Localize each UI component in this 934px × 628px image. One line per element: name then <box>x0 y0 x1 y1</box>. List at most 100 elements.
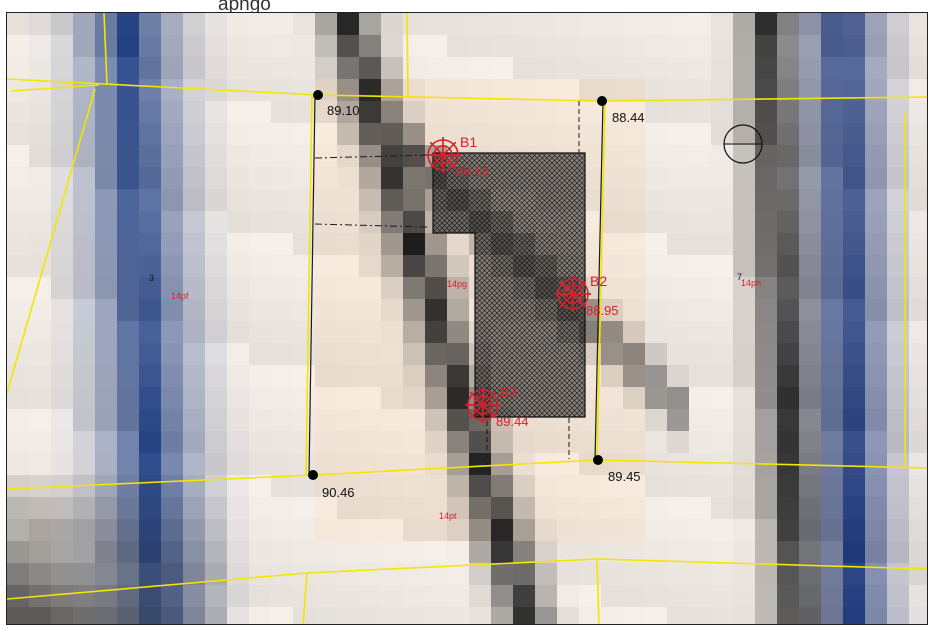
raster-tile <box>689 585 711 607</box>
borehole-b2[interactable]: B2 88.95 <box>555 273 619 318</box>
raster-tile <box>623 255 645 277</box>
raster-tile <box>601 13 623 35</box>
raster-tile <box>777 145 799 167</box>
raster-tile <box>689 35 711 57</box>
raster-tile <box>249 101 271 123</box>
raster-tile <box>755 211 777 233</box>
raster-tile <box>73 13 95 35</box>
raster-tile <box>711 519 733 541</box>
raster-tile <box>755 167 777 189</box>
raster-tile <box>227 409 249 431</box>
raster-tile <box>865 79 887 101</box>
raster-tile <box>777 189 799 211</box>
raster-tile <box>579 101 601 123</box>
raster-tile <box>425 277 447 299</box>
raster-tile <box>579 519 601 541</box>
raster-tile <box>7 431 29 453</box>
raster-tile <box>249 519 271 541</box>
raster-tile <box>557 541 579 563</box>
raster-tile <box>161 35 183 57</box>
survey-point-icon <box>597 96 607 106</box>
raster-tile <box>865 233 887 255</box>
raster-tile <box>95 277 117 299</box>
raster-tile <box>623 585 645 607</box>
raster-tile <box>73 519 95 541</box>
raster-tile <box>29 541 51 563</box>
raster-tile <box>777 365 799 387</box>
raster-tile <box>249 431 271 453</box>
raster-tile <box>249 211 271 233</box>
raster-tile <box>359 541 381 563</box>
raster-tile <box>381 57 403 79</box>
raster-tile <box>469 607 491 624</box>
raster-tile <box>337 365 359 387</box>
raster-tile <box>887 123 909 145</box>
boreholes[interactable]: B1 89.13 B2 88.95 B3 89.44 <box>425 134 619 429</box>
borehole-b3[interactable]: B3 89.44 <box>465 384 529 429</box>
raster-tile <box>359 145 381 167</box>
raster-tile <box>381 233 403 255</box>
raster-tile <box>513 541 535 563</box>
raster-tile <box>447 233 469 255</box>
raster-tile <box>535 475 557 497</box>
raster-tile <box>51 233 73 255</box>
map-frame[interactable]: 89.10 88.44 90.46 89.45 B1 89.13 B2 88.95 B3… <box>6 12 928 625</box>
raster-tile <box>733 585 755 607</box>
raster-tile <box>7 233 29 255</box>
raster-tile <box>755 35 777 57</box>
raster-tile <box>205 123 227 145</box>
raster-tile <box>469 563 491 585</box>
raster-tile <box>249 79 271 101</box>
raster-tile <box>403 299 425 321</box>
raster-tile <box>645 365 667 387</box>
raster-tile <box>733 343 755 365</box>
raster-tile <box>425 13 447 35</box>
raster-tile <box>7 365 29 387</box>
raster-tile <box>271 211 293 233</box>
raster-tile <box>139 409 161 431</box>
raster-tile <box>755 101 777 123</box>
raster-tile <box>535 497 557 519</box>
elevation-nw: 89.10 <box>327 103 360 118</box>
raster-tile <box>843 277 865 299</box>
raster-tile <box>359 607 381 624</box>
raster-tile <box>601 585 623 607</box>
raster-tile <box>359 123 381 145</box>
raster-tile <box>315 607 337 624</box>
raster-tile <box>843 101 865 123</box>
raster-tile <box>447 585 469 607</box>
raster-tile <box>843 409 865 431</box>
raster-tile <box>579 563 601 585</box>
raster-tile <box>51 35 73 57</box>
raster-tile <box>183 233 205 255</box>
raster-tile <box>337 563 359 585</box>
raster-tile <box>315 57 337 79</box>
raster-tile <box>469 541 491 563</box>
boundary-line <box>596 558 927 570</box>
raster-tile <box>205 321 227 343</box>
borehole-b1[interactable]: B1 89.13 <box>425 134 489 179</box>
raster-tile <box>689 101 711 123</box>
raster-tile <box>799 13 821 35</box>
raster-tile <box>7 299 29 321</box>
raster-tile <box>293 101 315 123</box>
raster-tile <box>733 519 755 541</box>
raster-tile <box>73 387 95 409</box>
raster-tile <box>51 79 73 101</box>
site-map[interactable]: 89.10 88.44 90.46 89.45 B1 89.13 B2 88.95 B3… <box>7 13 928 625</box>
raster-tile <box>821 101 843 123</box>
raster-tile <box>249 453 271 475</box>
raster-tile <box>777 13 799 35</box>
raster-tile <box>227 497 249 519</box>
raster-tile <box>667 343 689 365</box>
raster-tile <box>403 321 425 343</box>
raster-tile <box>865 211 887 233</box>
raster-tile <box>711 57 733 79</box>
raster-tile <box>139 57 161 79</box>
raster-tile <box>29 35 51 57</box>
raster-tile <box>139 35 161 57</box>
raster-tile <box>623 321 645 343</box>
tree-canopy-icon <box>723 124 763 164</box>
raster-tile <box>667 387 689 409</box>
